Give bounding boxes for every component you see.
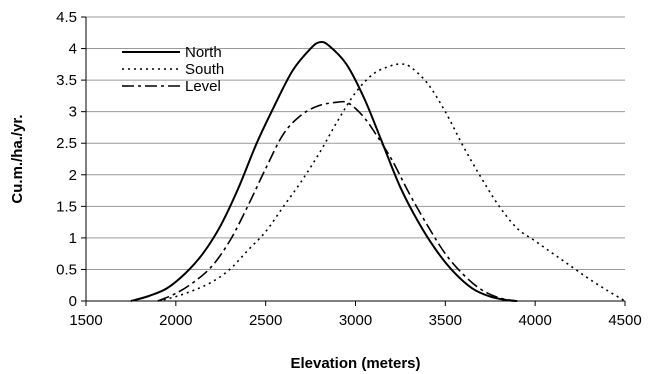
y-tick-label: 4.5 (56, 9, 77, 26)
y-axis-label: Cu.m./ha./yr. (9, 114, 26, 203)
series-line-level (157, 100, 518, 302)
y-tick-label: 2 (69, 167, 77, 184)
x-axis-label: Elevation (meters) (290, 355, 420, 372)
legend-label-north: North (185, 44, 222, 61)
series-lines (130, 40, 626, 302)
y-tick-label: 1.5 (56, 198, 77, 215)
y-tick-label: 3 (69, 104, 77, 121)
x-tick-label: 4500 (608, 312, 641, 329)
legend-label-south: South (185, 61, 224, 78)
x-tick-label: 1500 (69, 312, 102, 329)
x-tick-label: 3500 (429, 312, 462, 329)
x-tick-label: 4000 (518, 312, 551, 329)
y-tick-label: 1 (69, 230, 77, 247)
tick-labels: 0 0.5 1 1.5 2 2.5 3 3.5 4 4.5 1500 2000 2500 3000 3500… (56, 9, 642, 329)
series-line-south (157, 63, 626, 302)
y-tick-label: 0 (69, 293, 77, 310)
x-tick-label: 2500 (249, 312, 282, 329)
x-tick-label: 3000 (339, 312, 372, 329)
y-tick-label: 2.5 (56, 135, 77, 152)
x-tick-label: 2000 (159, 312, 192, 329)
axes (81, 16, 626, 306)
y-tick-label: 0.5 (56, 261, 77, 278)
legend-label-level: Level (185, 78, 221, 95)
gridlines (86, 16, 625, 270)
y-tick-label: 3.5 (56, 72, 77, 89)
series-line-north (130, 40, 518, 302)
y-tick-label: 4 (69, 41, 77, 58)
